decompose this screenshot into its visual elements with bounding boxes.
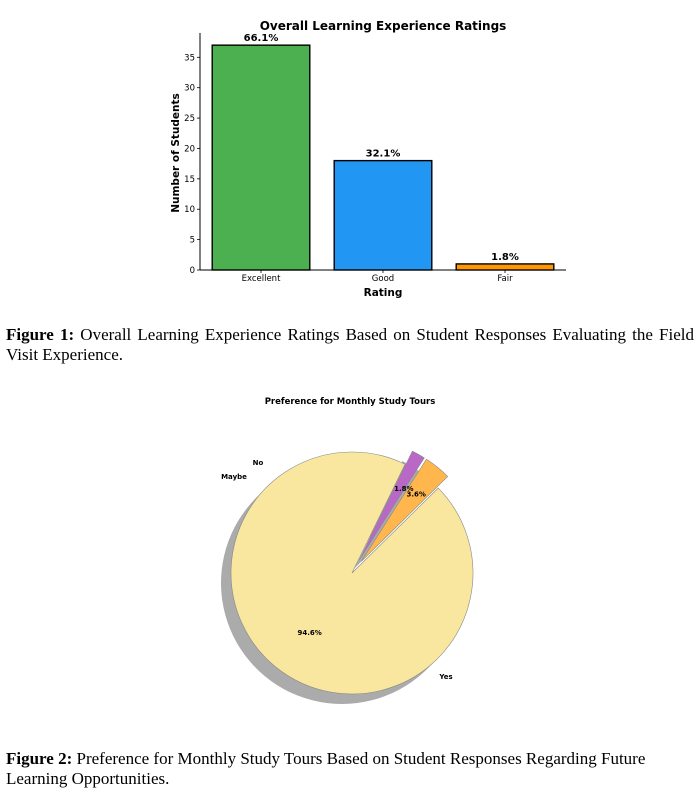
pie-chart-title: Preference for Monthly Study Tours bbox=[265, 397, 436, 407]
x-axis-label: Rating bbox=[364, 287, 403, 299]
pie-category-label: Maybe bbox=[221, 473, 247, 481]
y-tick-label: 5 bbox=[190, 236, 195, 246]
y-tick-label: 10 bbox=[184, 205, 195, 215]
pie-labels: 94.6% 3.6%1.8% Yes No Maybe bbox=[221, 459, 453, 681]
pie-percent-label: 3.6% bbox=[406, 491, 425, 499]
x-tick-label: Good bbox=[372, 274, 394, 284]
pie-plot-area: 94.6% 3.6%1.8% Yes No Maybe bbox=[220, 450, 474, 704]
y-tick-label: 15 bbox=[184, 175, 195, 185]
pie-slice-yes bbox=[230, 451, 474, 695]
figure-1-caption: Figure 1: Overall Learning Experience Ra… bbox=[6, 325, 694, 365]
pie-slices bbox=[230, 450, 474, 695]
pie-category-label: Yes bbox=[438, 673, 452, 681]
y-tick-label: 20 bbox=[184, 144, 195, 154]
y-axis-label: Number of Students bbox=[170, 93, 182, 213]
y-tick-label: 35 bbox=[184, 53, 195, 63]
bar-value-label: 1.8% bbox=[491, 252, 519, 263]
bar-value-label: 32.1% bbox=[366, 149, 401, 160]
figure-2-caption: Figure 2: Preference for Monthly Study T… bbox=[6, 749, 694, 789]
bar-chart: Overall Learning Experience Ratings 66.1… bbox=[170, 19, 566, 299]
pie-chart: Preference for Monthly Study Tours 94.6%… bbox=[220, 397, 474, 704]
x-tick-label: Excellent bbox=[242, 274, 281, 284]
figure-1-text: Overall Learning Experience Ratings Base… bbox=[6, 325, 695, 364]
pie-slice-maybe bbox=[359, 450, 425, 561]
pie-category-label: No bbox=[253, 459, 264, 467]
bar-good bbox=[333, 159, 433, 271]
figure-1-label: Figure 1: bbox=[6, 325, 75, 344]
pie-percent-label: 94.6% bbox=[297, 629, 321, 637]
bar-value-label: 66.1% bbox=[244, 33, 279, 44]
y-tick-label: 0 bbox=[190, 266, 195, 276]
bar-plot-area: 66.1% Excellent 32.1% Good 1.8% Fair 0 5 10 15 20 2… bbox=[184, 33, 566, 284]
y-tick-label: 25 bbox=[184, 114, 195, 124]
figure-2-label: Figure 2: bbox=[6, 749, 73, 768]
y-tick-label: 30 bbox=[184, 84, 195, 94]
figure-2-text: Preference for Monthly Study Tours Based… bbox=[6, 749, 646, 788]
pie-percent-label: 1.8% bbox=[394, 485, 413, 493]
pie-slice-no bbox=[361, 458, 449, 562]
x-tick-label: Fair bbox=[497, 274, 513, 284]
bar-chart-title: Overall Learning Experience Ratings bbox=[260, 19, 507, 33]
bar-excellent bbox=[211, 44, 311, 271]
bar-fair bbox=[455, 263, 555, 271]
